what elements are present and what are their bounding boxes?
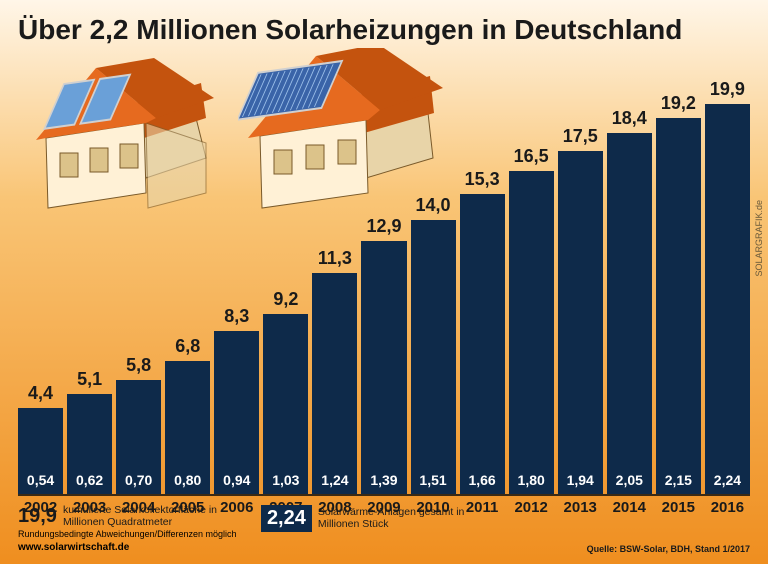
bar-in-label: 0,70	[125, 472, 152, 488]
bar: 1,94	[558, 151, 603, 494]
bar-chart: 4,40,5420025,10,6220035,80,7020046,80,80…	[18, 60, 750, 496]
bar-top-label: 11,3	[318, 248, 352, 269]
bar-col-2014: 18,42,052014	[607, 60, 652, 494]
bar-in-label: 1,39	[370, 472, 397, 488]
bar-top-label: 17,5	[563, 126, 598, 147]
bar-col-2007: 9,21,032007	[263, 60, 308, 494]
bar: 1,51	[411, 220, 456, 494]
bar: 2,05	[607, 133, 652, 494]
bar-in-label: 0,62	[76, 472, 103, 488]
legend-systems-value: 2,24	[261, 505, 312, 532]
bar: 2,15	[656, 118, 701, 494]
bar-col-2008: 11,31,242008	[312, 60, 357, 494]
footer-left: Rundungsbedingte Abweichungen/Differenze…	[18, 529, 237, 554]
bar-top-label: 6,8	[175, 336, 200, 357]
bar-top-label: 14,0	[416, 195, 451, 216]
bar-col-2010: 14,01,512010	[411, 60, 456, 494]
bar-col-2015: 19,22,152015	[656, 60, 701, 494]
bar: 0,70	[116, 380, 161, 494]
bar: 1,03	[263, 314, 308, 494]
legend-area-text: kumulierte Solarkollektorfläche in Milli…	[63, 505, 223, 528]
bar-in-label: 0,80	[174, 472, 201, 488]
bar-top-label: 5,1	[77, 369, 102, 390]
bar-in-label: 1,03	[272, 472, 299, 488]
vertical-source: SOLARGRAFIK.de	[754, 200, 764, 277]
bar-top-label: 4,4	[28, 383, 53, 404]
bar-top-label: 12,9	[366, 216, 401, 237]
bar: 0,80	[165, 361, 210, 494]
bar-top-label: 16,5	[514, 146, 549, 167]
bar-col-2012: 16,51,802012	[509, 60, 554, 494]
bar-top-label: 18,4	[612, 108, 647, 129]
legend-area-value: 19,9	[18, 505, 57, 528]
bar-top-label: 15,3	[465, 169, 500, 190]
bar-top-label: 5,8	[126, 355, 151, 376]
bar-col-2004: 5,80,702004	[116, 60, 161, 494]
bar-col-2005: 6,80,802005	[165, 60, 210, 494]
bar-in-label: 1,66	[468, 472, 495, 488]
bar: 0,94	[214, 331, 259, 494]
site-url: www.solarwirtschaft.de	[18, 541, 237, 554]
bar-in-label: 0,54	[27, 472, 54, 488]
page-title: Über 2,2 Millionen Solarheizungen in Deu…	[18, 14, 682, 46]
bar: 0,54	[18, 408, 63, 494]
bar: 2,24	[705, 104, 750, 494]
legend: 19,9 kumulierte Solarkollektorfläche in …	[18, 505, 750, 532]
bar: 1,80	[509, 171, 554, 494]
legend-systems: 2,24 Solarwärme-Anlagen gesamt in Millio…	[261, 505, 478, 532]
bar-col-2013: 17,51,942013	[558, 60, 603, 494]
rounding-note: Rundungsbedingte Abweichungen/Differenze…	[18, 529, 237, 541]
bar-in-label: 1,51	[419, 472, 446, 488]
bar: 1,24	[312, 273, 357, 494]
bar-col-2009: 12,91,392009	[361, 60, 406, 494]
bar: 0,62	[67, 394, 112, 494]
bar-in-label: 2,05	[616, 472, 643, 488]
source-text: Quelle: BSW-Solar, BDH, Stand 1/2017	[587, 544, 750, 554]
bar-top-label: 19,9	[710, 79, 745, 100]
bar-in-label: 0,94	[223, 472, 250, 488]
legend-systems-text: Solarwärme-Anlagen gesamt in Millionen S…	[318, 507, 478, 530]
bar-top-label: 8,3	[224, 306, 249, 327]
bar-col-2002: 4,40,542002	[18, 60, 63, 494]
bar-top-label: 19,2	[661, 93, 696, 114]
bar-col-2003: 5,10,622003	[67, 60, 112, 494]
bar-col-2016: 19,92,242016	[705, 60, 750, 494]
bar: 1,66	[460, 194, 505, 494]
bar-in-label: 2,24	[714, 472, 741, 488]
legend-area: 19,9 kumulierte Solarkollektorfläche in …	[18, 505, 223, 528]
bar-in-label: 2,15	[665, 472, 692, 488]
bar-in-label: 1,24	[321, 472, 348, 488]
bar-col-2011: 15,31,662011	[460, 60, 505, 494]
bar: 1,39	[361, 241, 406, 494]
bar-in-label: 1,80	[518, 472, 545, 488]
bar-in-label: 1,94	[567, 472, 594, 488]
bar-top-label: 9,2	[273, 289, 298, 310]
bar-col-2006: 8,30,942006	[214, 60, 259, 494]
